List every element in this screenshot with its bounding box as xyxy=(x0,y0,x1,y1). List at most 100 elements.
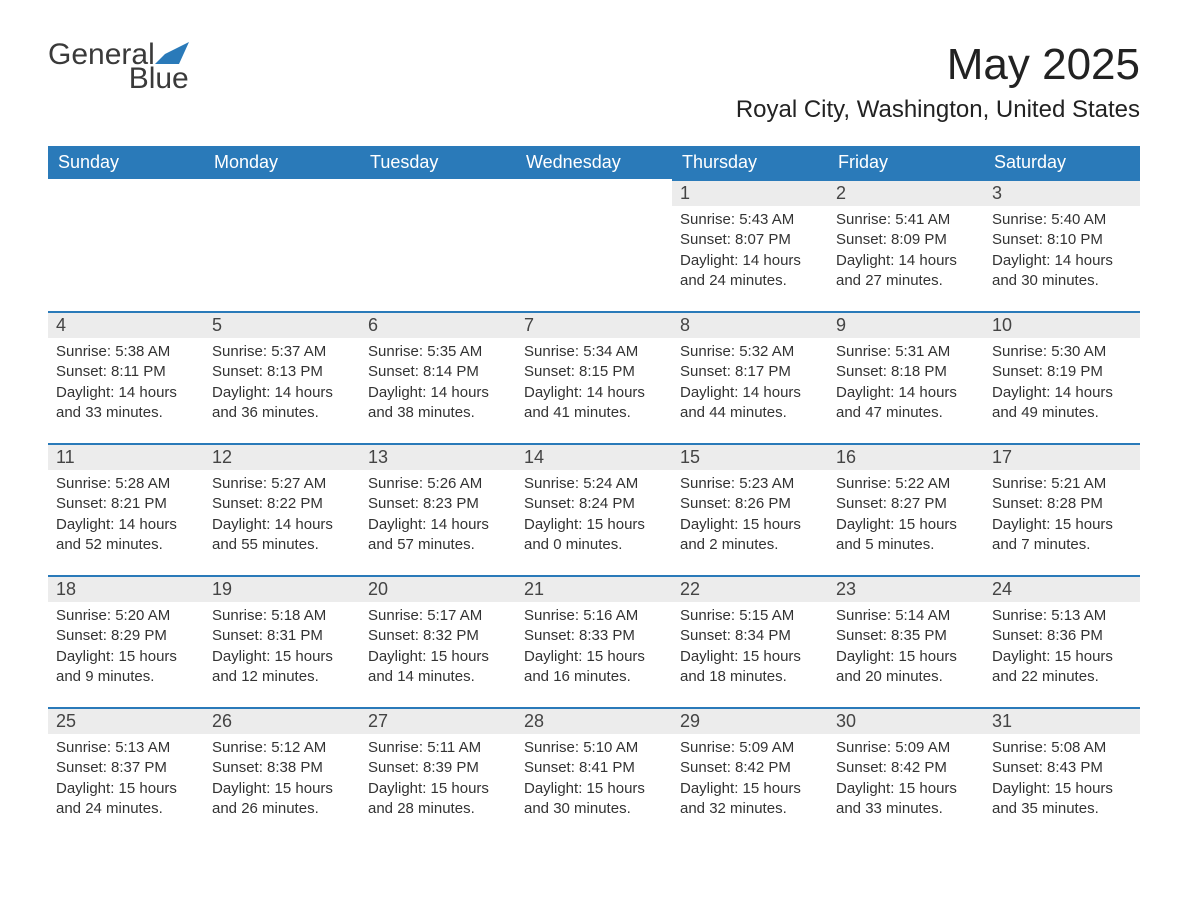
daylight-text: Daylight: 15 hours and 20 minutes. xyxy=(836,647,976,688)
day-number: 2 xyxy=(828,181,984,206)
day-wrap: 10Sunrise: 5:30 AMSunset: 8:19 PMDayligh… xyxy=(984,311,1140,431)
day-wrap: 28Sunrise: 5:10 AMSunset: 8:41 PMDayligh… xyxy=(516,707,672,827)
calendar-day: 24Sunrise: 5:13 AMSunset: 8:36 PMDayligh… xyxy=(984,575,1140,707)
calendar-day: 25Sunrise: 5:13 AMSunset: 8:37 PMDayligh… xyxy=(48,707,204,839)
day-wrap: 9Sunrise: 5:31 AMSunset: 8:18 PMDaylight… xyxy=(828,311,984,431)
day-body: Sunrise: 5:09 AMSunset: 8:42 PMDaylight:… xyxy=(672,734,828,827)
day-wrap: 3Sunrise: 5:40 AMSunset: 8:10 PMDaylight… xyxy=(984,179,1140,299)
day-wrap: 14Sunrise: 5:24 AMSunset: 8:24 PMDayligh… xyxy=(516,443,672,563)
day-number: 1 xyxy=(672,181,828,206)
sunrise-text: Sunrise: 5:30 AM xyxy=(992,342,1132,362)
calendar-week: 1Sunrise: 5:43 AMSunset: 8:07 PMDaylight… xyxy=(48,179,1140,311)
sunrise-text: Sunrise: 5:21 AM xyxy=(992,474,1132,494)
weekday-header: Saturday xyxy=(984,146,1140,179)
day-number: 11 xyxy=(48,445,204,470)
daylight-text: Daylight: 15 hours and 14 minutes. xyxy=(368,647,508,688)
day-body: Sunrise: 5:10 AMSunset: 8:41 PMDaylight:… xyxy=(516,734,672,827)
sunset-text: Sunset: 8:15 PM xyxy=(524,362,664,382)
calendar-day: 13Sunrise: 5:26 AMSunset: 8:23 PMDayligh… xyxy=(360,443,516,575)
sunrise-text: Sunrise: 5:38 AM xyxy=(56,342,196,362)
day-wrap: 25Sunrise: 5:13 AMSunset: 8:37 PMDayligh… xyxy=(48,707,204,827)
day-body: Sunrise: 5:41 AMSunset: 8:09 PMDaylight:… xyxy=(828,206,984,299)
calendar-table: SundayMondayTuesdayWednesdayThursdayFrid… xyxy=(48,146,1140,839)
calendar-day: 14Sunrise: 5:24 AMSunset: 8:24 PMDayligh… xyxy=(516,443,672,575)
day-number: 10 xyxy=(984,313,1140,338)
calendar-day: 16Sunrise: 5:22 AMSunset: 8:27 PMDayligh… xyxy=(828,443,984,575)
day-wrap: 16Sunrise: 5:22 AMSunset: 8:27 PMDayligh… xyxy=(828,443,984,563)
calendar-empty xyxy=(204,179,360,311)
day-wrap: 31Sunrise: 5:08 AMSunset: 8:43 PMDayligh… xyxy=(984,707,1140,827)
daylight-text: Daylight: 15 hours and 28 minutes. xyxy=(368,779,508,820)
calendar-week: 11Sunrise: 5:28 AMSunset: 8:21 PMDayligh… xyxy=(48,443,1140,575)
day-wrap: 21Sunrise: 5:16 AMSunset: 8:33 PMDayligh… xyxy=(516,575,672,695)
day-body: Sunrise: 5:08 AMSunset: 8:43 PMDaylight:… xyxy=(984,734,1140,827)
day-wrap: 13Sunrise: 5:26 AMSunset: 8:23 PMDayligh… xyxy=(360,443,516,563)
sunset-text: Sunset: 8:26 PM xyxy=(680,494,820,514)
day-body: Sunrise: 5:31 AMSunset: 8:18 PMDaylight:… xyxy=(828,338,984,431)
day-wrap: 18Sunrise: 5:20 AMSunset: 8:29 PMDayligh… xyxy=(48,575,204,695)
daylight-text: Daylight: 15 hours and 7 minutes. xyxy=(992,515,1132,556)
calendar-day: 11Sunrise: 5:28 AMSunset: 8:21 PMDayligh… xyxy=(48,443,204,575)
sunset-text: Sunset: 8:09 PM xyxy=(836,230,976,250)
day-number: 9 xyxy=(828,313,984,338)
day-body: Sunrise: 5:37 AMSunset: 8:13 PMDaylight:… xyxy=(204,338,360,431)
daylight-text: Daylight: 14 hours and 27 minutes. xyxy=(836,251,976,292)
sunrise-text: Sunrise: 5:10 AM xyxy=(524,738,664,758)
sunset-text: Sunset: 8:24 PM xyxy=(524,494,664,514)
calendar-day: 19Sunrise: 5:18 AMSunset: 8:31 PMDayligh… xyxy=(204,575,360,707)
sunrise-text: Sunrise: 5:20 AM xyxy=(56,606,196,626)
day-wrap: 26Sunrise: 5:12 AMSunset: 8:38 PMDayligh… xyxy=(204,707,360,827)
day-body: Sunrise: 5:34 AMSunset: 8:15 PMDaylight:… xyxy=(516,338,672,431)
calendar-day: 9Sunrise: 5:31 AMSunset: 8:18 PMDaylight… xyxy=(828,311,984,443)
sunset-text: Sunset: 8:43 PM xyxy=(992,758,1132,778)
sunrise-text: Sunrise: 5:17 AM xyxy=(368,606,508,626)
day-body: Sunrise: 5:26 AMSunset: 8:23 PMDaylight:… xyxy=(360,470,516,563)
daylight-text: Daylight: 15 hours and 12 minutes. xyxy=(212,647,352,688)
day-body: Sunrise: 5:13 AMSunset: 8:36 PMDaylight:… xyxy=(984,602,1140,695)
day-number: 22 xyxy=(672,577,828,602)
calendar-day: 7Sunrise: 5:34 AMSunset: 8:15 PMDaylight… xyxy=(516,311,672,443)
sunset-text: Sunset: 8:22 PM xyxy=(212,494,352,514)
calendar-day: 27Sunrise: 5:11 AMSunset: 8:39 PMDayligh… xyxy=(360,707,516,839)
daylight-text: Daylight: 14 hours and 41 minutes. xyxy=(524,383,664,424)
sunset-text: Sunset: 8:17 PM xyxy=(680,362,820,382)
sunset-text: Sunset: 8:13 PM xyxy=(212,362,352,382)
day-wrap: 7Sunrise: 5:34 AMSunset: 8:15 PMDaylight… xyxy=(516,311,672,431)
title-block: May 2025 Royal City, Washington, United … xyxy=(736,40,1140,138)
calendar-empty xyxy=(516,179,672,311)
day-wrap: 11Sunrise: 5:28 AMSunset: 8:21 PMDayligh… xyxy=(48,443,204,563)
day-body: Sunrise: 5:23 AMSunset: 8:26 PMDaylight:… xyxy=(672,470,828,563)
day-body: Sunrise: 5:40 AMSunset: 8:10 PMDaylight:… xyxy=(984,206,1140,299)
sunset-text: Sunset: 8:23 PM xyxy=(368,494,508,514)
sunset-text: Sunset: 8:11 PM xyxy=(56,362,196,382)
daylight-text: Daylight: 15 hours and 32 minutes. xyxy=(680,779,820,820)
logo: General Blue xyxy=(48,40,189,94)
sunset-text: Sunset: 8:07 PM xyxy=(680,230,820,250)
calendar-day: 12Sunrise: 5:27 AMSunset: 8:22 PMDayligh… xyxy=(204,443,360,575)
sunset-text: Sunset: 8:35 PM xyxy=(836,626,976,646)
day-body: Sunrise: 5:17 AMSunset: 8:32 PMDaylight:… xyxy=(360,602,516,695)
day-body: Sunrise: 5:38 AMSunset: 8:11 PMDaylight:… xyxy=(48,338,204,431)
day-wrap: 5Sunrise: 5:37 AMSunset: 8:13 PMDaylight… xyxy=(204,311,360,431)
day-body: Sunrise: 5:16 AMSunset: 8:33 PMDaylight:… xyxy=(516,602,672,695)
sunset-text: Sunset: 8:39 PM xyxy=(368,758,508,778)
calendar-day: 28Sunrise: 5:10 AMSunset: 8:41 PMDayligh… xyxy=(516,707,672,839)
sunset-text: Sunset: 8:42 PM xyxy=(836,758,976,778)
sunrise-text: Sunrise: 5:24 AM xyxy=(524,474,664,494)
day-body: Sunrise: 5:13 AMSunset: 8:37 PMDaylight:… xyxy=(48,734,204,827)
calendar-day: 6Sunrise: 5:35 AMSunset: 8:14 PMDaylight… xyxy=(360,311,516,443)
sunset-text: Sunset: 8:19 PM xyxy=(992,362,1132,382)
sunrise-text: Sunrise: 5:41 AM xyxy=(836,210,976,230)
day-number: 17 xyxy=(984,445,1140,470)
day-number: 18 xyxy=(48,577,204,602)
day-wrap: 24Sunrise: 5:13 AMSunset: 8:36 PMDayligh… xyxy=(984,575,1140,695)
calendar-day: 31Sunrise: 5:08 AMSunset: 8:43 PMDayligh… xyxy=(984,707,1140,839)
calendar-empty xyxy=(360,179,516,311)
calendar-day: 26Sunrise: 5:12 AMSunset: 8:38 PMDayligh… xyxy=(204,707,360,839)
sunrise-text: Sunrise: 5:09 AM xyxy=(836,738,976,758)
day-wrap: 23Sunrise: 5:14 AMSunset: 8:35 PMDayligh… xyxy=(828,575,984,695)
calendar-day: 10Sunrise: 5:30 AMSunset: 8:19 PMDayligh… xyxy=(984,311,1140,443)
day-body: Sunrise: 5:15 AMSunset: 8:34 PMDaylight:… xyxy=(672,602,828,695)
day-body: Sunrise: 5:28 AMSunset: 8:21 PMDaylight:… xyxy=(48,470,204,563)
sunset-text: Sunset: 8:27 PM xyxy=(836,494,976,514)
